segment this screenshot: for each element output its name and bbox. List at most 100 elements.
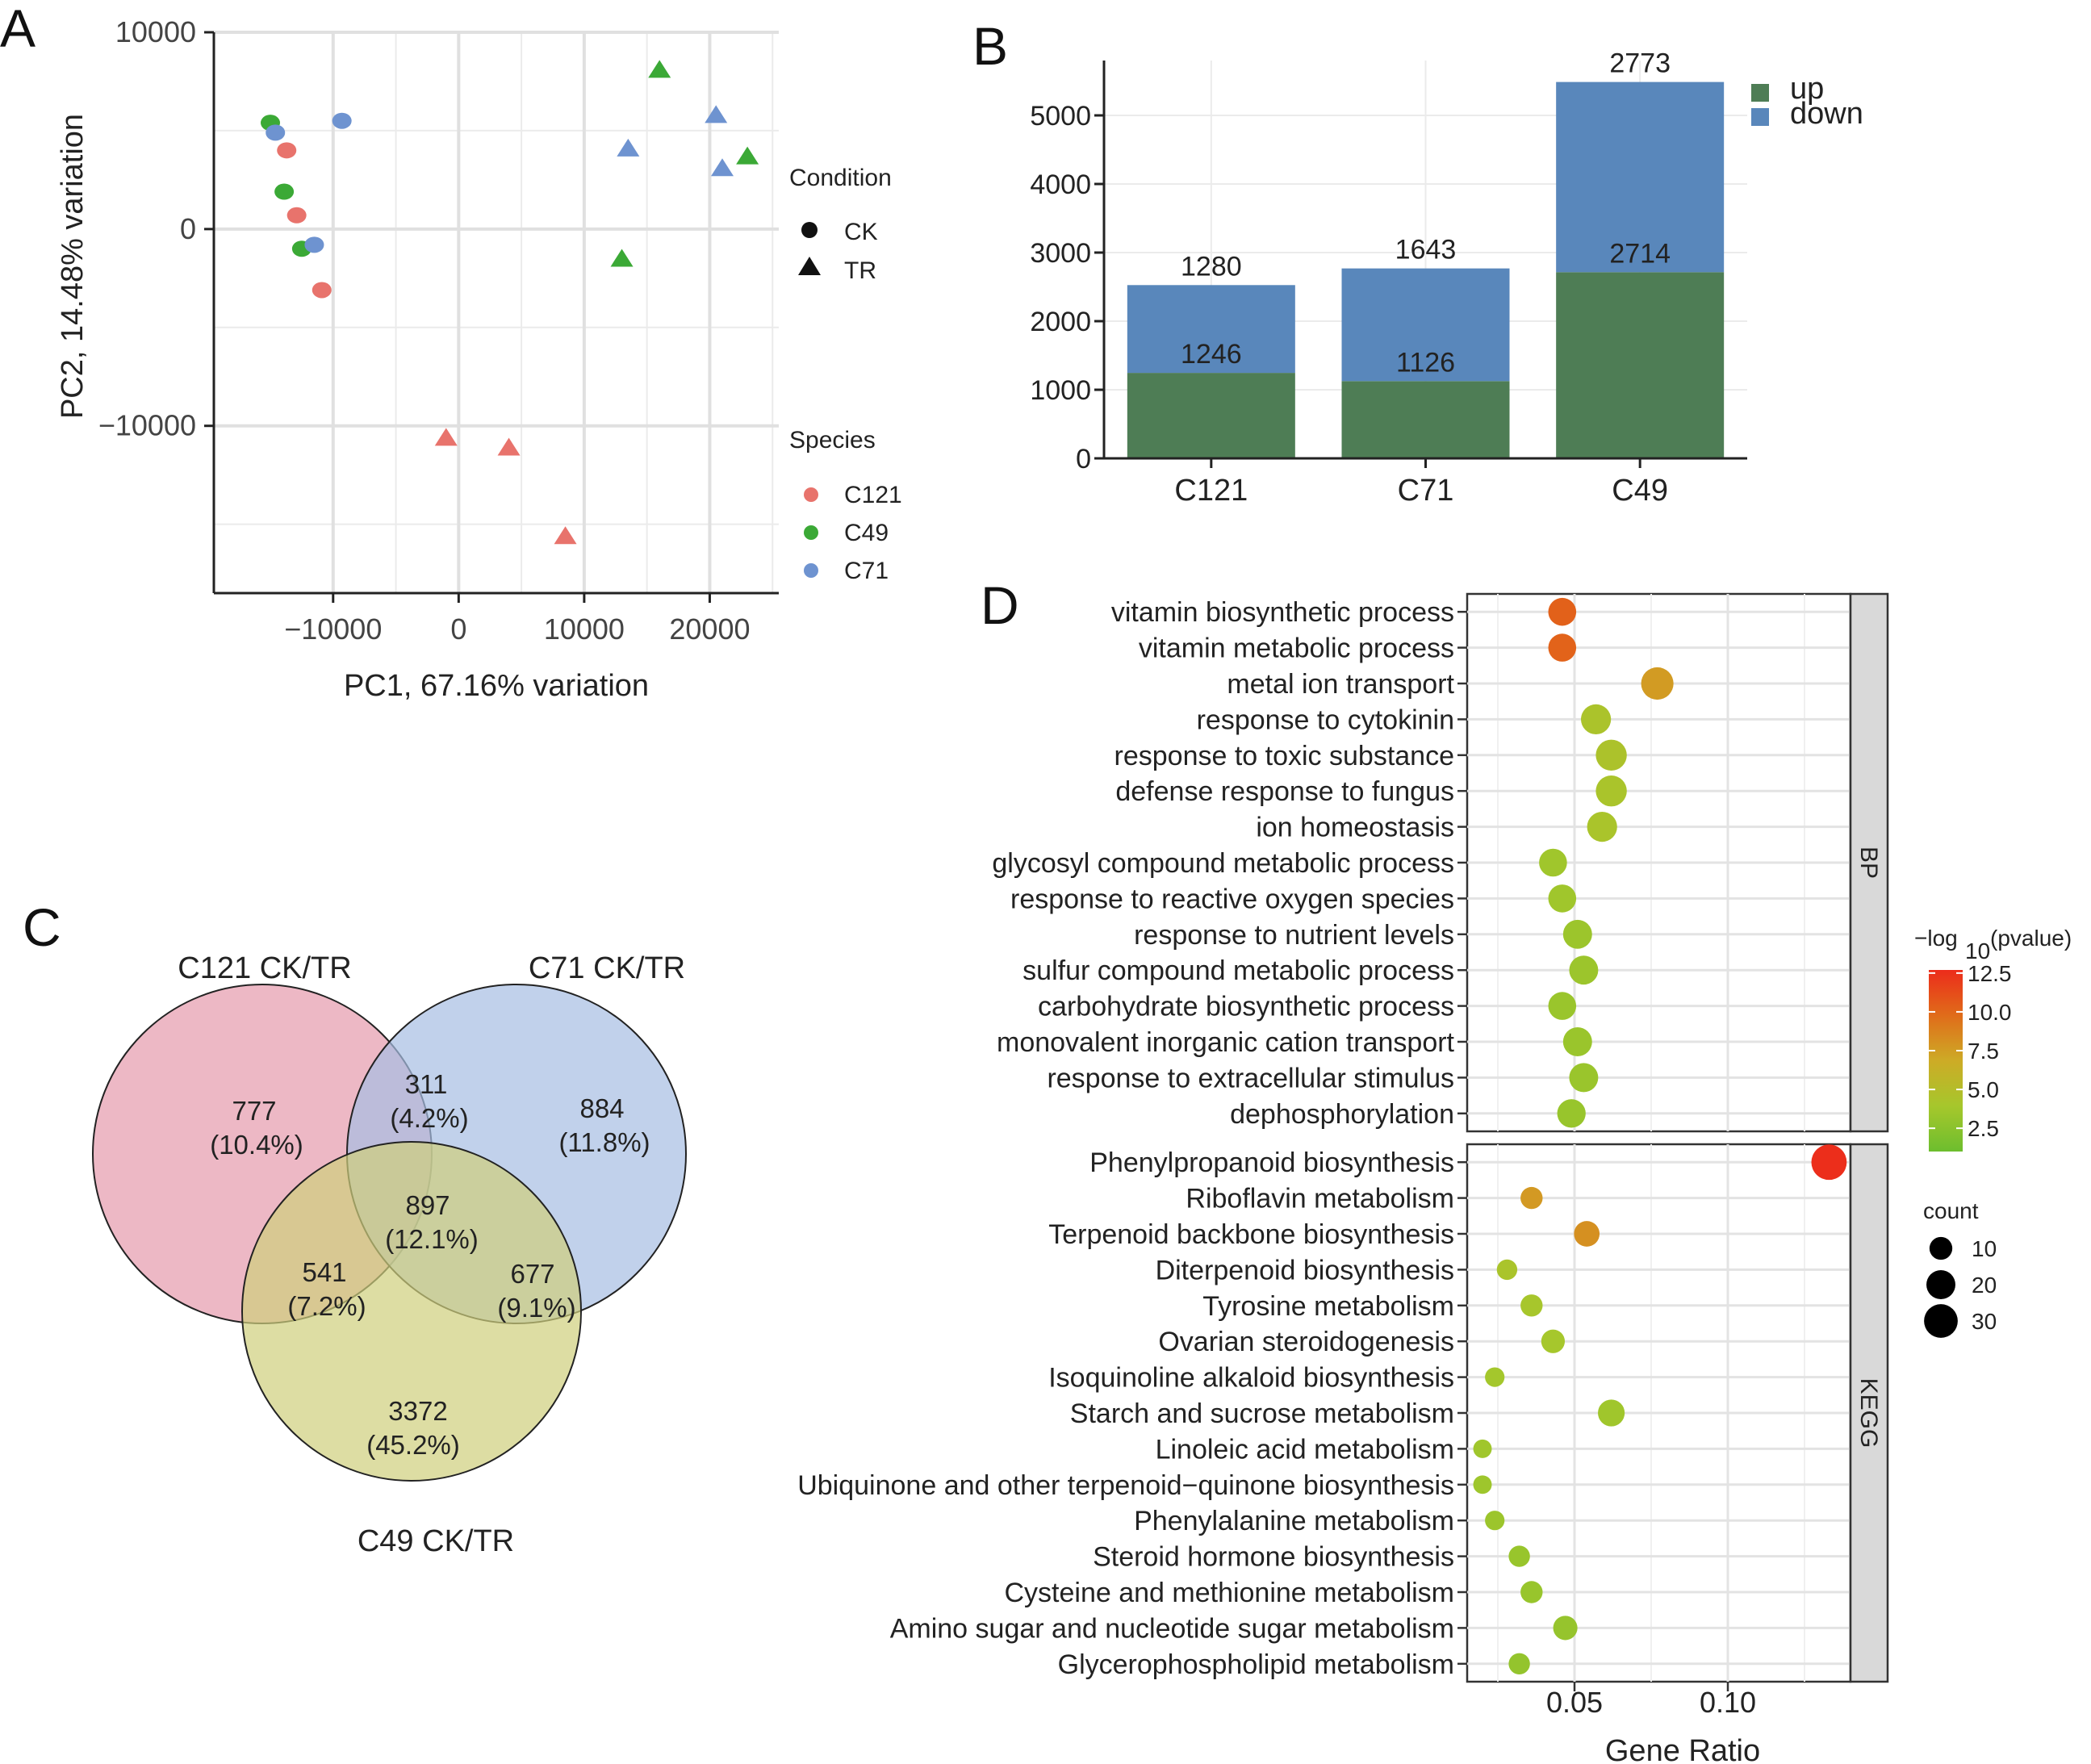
enrichment-term-label: Starch and sucrose metabolism	[1070, 1398, 1454, 1429]
bar-rects	[1127, 82, 1725, 458]
enrichment-term-label: sulfur compound metabolic process	[1022, 955, 1454, 986]
enrichment-term-label: Isoquinoline alkaloid biosynthesis	[1048, 1363, 1454, 1394]
enrichment-term-label: vitamin biosynthetic process	[1111, 597, 1454, 628]
bar-y-tick-label: 1000	[1030, 375, 1091, 406]
enrichment-dot	[1580, 704, 1612, 735]
size-legend-items: 10 20 30	[1924, 1236, 1997, 1338]
panel-label-a: A	[0, 0, 36, 58]
legend-c49-label: C49	[844, 520, 889, 546]
enrichment-term-label: carbohydrate biosynthetic process	[1038, 992, 1454, 1022]
enrichment-dot	[1595, 775, 1627, 807]
venn-count-c49-only: 3372	[388, 1396, 447, 1426]
enrichment-term-label: Glycerophospholipid metabolism	[1058, 1649, 1454, 1680]
legend-up-label: up	[1790, 72, 1824, 106]
bar-x-tick-label: C49	[1612, 474, 1668, 508]
legend-tr-label: TR	[844, 257, 876, 284]
pca-x-tick-label: 10000	[544, 612, 625, 646]
bar-label-down: 1643	[1395, 235, 1457, 265]
enrichment-term-label: Phenylalanine metabolism	[1134, 1506, 1454, 1536]
pca-point-ck-c121	[312, 282, 332, 299]
enrichment-term-label: Terpenoid backbone biosynthesis	[1048, 1219, 1454, 1250]
color-legend-tick-label: 7.5	[1968, 1039, 1999, 1064]
enrichment-term-label: monovalent inorganic cation transport	[997, 1027, 1455, 1058]
color-legend-ticks: 2.5 5.0 7.5 10.0 12.5	[1929, 961, 2012, 1141]
enrichment-dot	[1508, 1545, 1530, 1567]
bar-y-tick-label: 2000	[1030, 307, 1091, 337]
pca-y-tick-label: 10000	[115, 15, 196, 48]
pca-legend-species: Species C121 C49 C71	[789, 427, 902, 584]
facet-strip-label-kegg: KEGG	[1855, 1378, 1882, 1448]
pca-point-tr-c121	[497, 437, 521, 456]
pca-point-ck-c49	[274, 183, 295, 200]
legend-c121-label: C121	[844, 482, 902, 508]
enrichment-term-label: response to cytokinin	[1197, 704, 1454, 735]
bar-y-tick-label: 4000	[1030, 169, 1091, 200]
pca-point-ck-c71	[266, 124, 286, 141]
enrichment-term-label: response to reactive oxygen species	[1010, 884, 1454, 914]
enrichment-dot	[1562, 919, 1592, 949]
enrichment-dot	[1595, 739, 1627, 771]
enrichment-dot	[1485, 1367, 1505, 1387]
legend-ck-label: CK	[844, 219, 878, 245]
venn-pct-c121-only: (10.4%)	[210, 1130, 303, 1160]
legend-c71-dot	[804, 563, 818, 578]
enrichment-dot	[1548, 992, 1577, 1020]
color-legend-title-suffix: (pvalue)	[1990, 926, 2072, 951]
enrichment-dot	[1548, 633, 1577, 662]
bar-legend: up down	[1751, 72, 1863, 131]
venn-diagram: C121 CK/TR C71 CK/TR C49 CK/TR 777 (10.4…	[92, 951, 687, 1558]
panel-label-d: D	[981, 575, 1019, 635]
enrichment-term-label: Tyrosine metabolism	[1202, 1291, 1454, 1322]
bar-ticks: C121 C71 C49 0 1000 2000 3000 4000 5000	[1030, 101, 1668, 508]
pca-point-ck-c71	[332, 112, 352, 129]
color-legend: −log 10 (pvalue) 2.5 5.0 7.5 10.0 12.5	[1914, 926, 2072, 1152]
facet-strip-bp	[1849, 592, 1889, 1133]
bar-label-up: 1126	[1396, 347, 1455, 378]
enrichment-x-tick-label: 0.10	[1700, 1686, 1756, 1719]
pca-y-tick-label: −10000	[98, 409, 196, 442]
color-legend-title-main: −log	[1914, 926, 1958, 951]
enrichment-dot	[1485, 1511, 1505, 1531]
size-legend-label: 10	[1972, 1236, 1997, 1261]
size-legend-dot	[1929, 1236, 1953, 1260]
legend-down-label: down	[1790, 97, 1863, 131]
enrichment-dot	[1520, 1186, 1543, 1210]
color-legend-tick-label: 5.0	[1968, 1077, 1999, 1102]
deg-bar-chart: 1246 1280 1126 1643 2714 2773 C121 C71 C49 0 1000…	[1030, 48, 1863, 508]
pca-points	[261, 60, 759, 545]
enrichment-dot	[1473, 1475, 1492, 1494]
venn-count-c121-only: 777	[232, 1096, 276, 1126]
pca-grid	[214, 31, 779, 593]
size-legend-dot	[1924, 1304, 1958, 1338]
enrichment-term-label: vitamin metabolic process	[1139, 633, 1454, 664]
enrichment-x-tick-label: 0.05	[1546, 1686, 1603, 1719]
enrichment-dot	[1569, 1063, 1599, 1093]
bar-label-up: 2714	[1609, 238, 1671, 269]
enrichment-x-label: Gene Ratio	[1605, 1734, 1760, 1764]
enrichment-dot	[1811, 1144, 1847, 1181]
enrichment-term-label: Ovarian steroidogenesis	[1158, 1327, 1454, 1357]
pca-point-tr-c121	[434, 428, 458, 446]
venn-count-c71-c49: 677	[510, 1259, 554, 1289]
enrichment-dot	[1553, 1616, 1578, 1641]
bar-label-down: 1280	[1181, 251, 1242, 282]
legend-c71-label: C71	[844, 558, 889, 584]
pca-point-tr-c49	[648, 60, 671, 78]
enrichment-dot	[1539, 848, 1567, 877]
enrichment-dot	[1496, 1259, 1518, 1281]
bar-label-down: 2773	[1609, 48, 1671, 79]
size-legend-label: 30	[1972, 1309, 1997, 1334]
enrichment-term-label: defense response to fungus	[1115, 776, 1454, 807]
bar-down-c49	[1556, 82, 1725, 273]
pca-y-label: PC2, 14.48% variation	[56, 114, 90, 419]
enrichment-dots	[1473, 597, 1847, 1675]
legend-condition-title: Condition	[789, 165, 892, 191]
pca-x-tick-label: 0	[450, 612, 466, 646]
enrichment-dot	[1473, 1439, 1492, 1458]
enrichment-term-label: Linoleic acid metabolism	[1156, 1434, 1454, 1465]
pca-y-tick-label: 0	[180, 212, 196, 245]
venn-count-c71-only: 884	[579, 1093, 624, 1123]
enrichment-term-label: ion homeostasis	[1256, 813, 1454, 843]
venn-set-label-c121: C121 CK/TR	[178, 951, 351, 985]
